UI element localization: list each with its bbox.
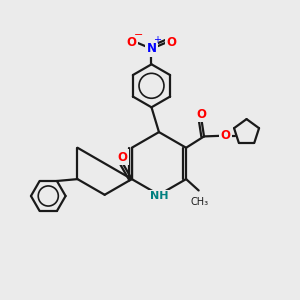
Text: +: +	[153, 35, 160, 45]
Text: CH₃: CH₃	[190, 197, 208, 207]
Text: −: −	[134, 30, 144, 40]
Text: O: O	[127, 36, 137, 49]
Text: O: O	[221, 129, 231, 142]
Text: NH: NH	[150, 191, 168, 201]
Text: N: N	[146, 42, 157, 55]
Text: O: O	[166, 36, 176, 49]
Text: O: O	[196, 108, 207, 121]
Text: O: O	[118, 151, 128, 164]
